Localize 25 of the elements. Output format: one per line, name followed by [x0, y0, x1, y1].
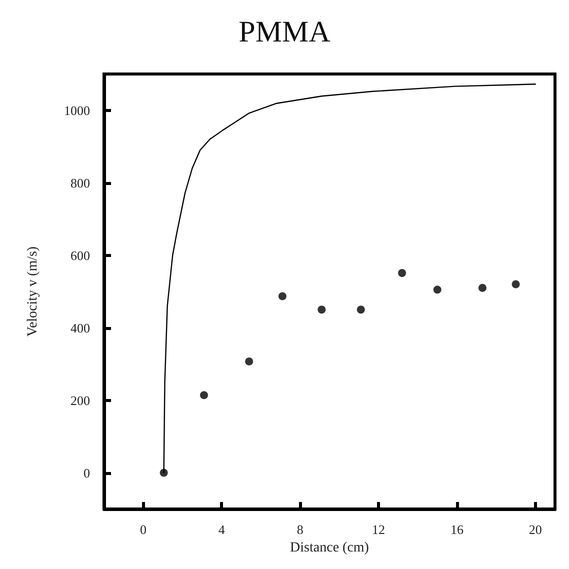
y-tick-label: 1000 [64, 102, 90, 118]
x-axis-title: Distance (cm) [290, 540, 370, 556]
y-tick-label: 400 [70, 320, 90, 336]
x-tick-label: 8 [296, 522, 304, 537]
x-tick-label: 20 [528, 522, 542, 537]
point [278, 292, 286, 300]
point [245, 357, 254, 366]
point [512, 280, 520, 288]
point [398, 269, 406, 278]
y-axis-title: Velocity v (m/s) [26, 246, 40, 337]
x-tick-label: 12 [372, 522, 386, 537]
point [318, 306, 326, 314]
chart-title: PMMA [238, 16, 331, 48]
point [200, 391, 208, 400]
y-tick-label: 0 [84, 465, 90, 480]
y-tick-label: 200 [70, 392, 90, 408]
point [478, 284, 486, 292]
y-tick-label: 600 [70, 248, 90, 263]
point [160, 468, 168, 477]
x-tick-label: 16 [450, 522, 464, 537]
y-tick-label: 800 [70, 175, 90, 190]
point [356, 306, 365, 314]
x-tick-label: 0 [140, 522, 146, 537]
point [433, 286, 442, 294]
x-tick-label: 4 [218, 522, 226, 537]
